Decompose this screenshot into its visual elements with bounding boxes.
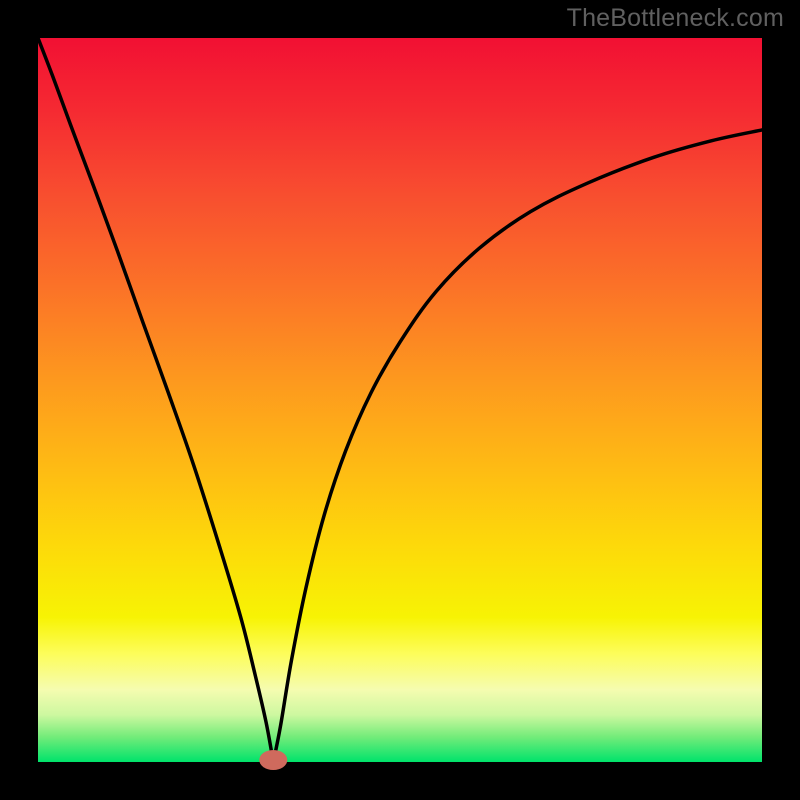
minimum-marker [259,750,287,770]
chart-plot-area [38,38,762,762]
chart-frame: TheBottleneck.com [0,0,800,800]
bottleneck-chart [0,0,800,800]
watermark-text: TheBottleneck.com [567,4,784,33]
